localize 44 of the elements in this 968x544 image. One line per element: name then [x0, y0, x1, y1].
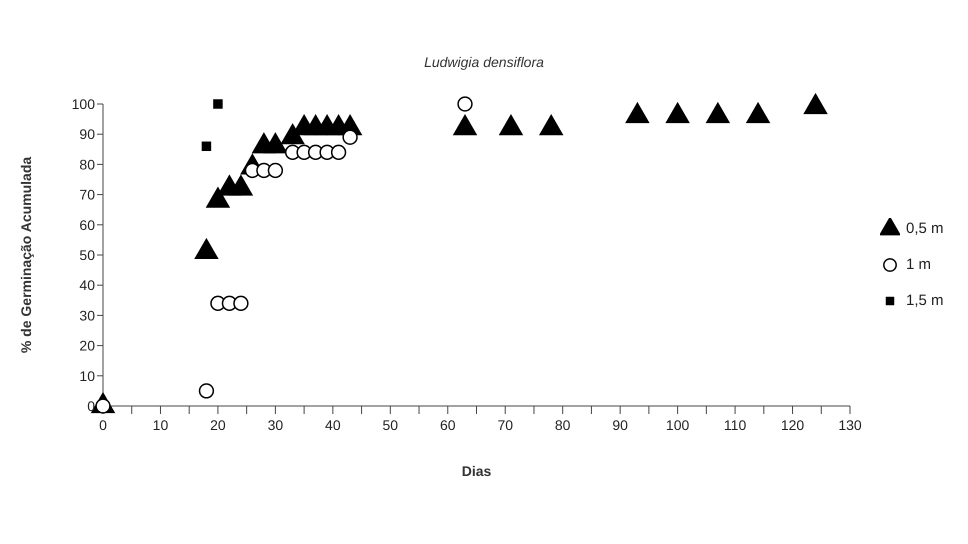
y-tick-label: 100	[72, 96, 96, 112]
point	[233, 296, 249, 311]
point	[706, 102, 730, 124]
x-tick-label: 90	[612, 416, 628, 433]
x-tick-label: 100	[666, 416, 690, 433]
y-tick-label: 80	[79, 156, 96, 172]
y-tick-label: 70	[79, 186, 96, 203]
x-tick-label: 10	[152, 416, 168, 433]
x-tick-label: 70	[497, 416, 514, 433]
y-tick-label: 90	[79, 126, 96, 142]
chart-title: Ludwigia densiflora	[423, 54, 545, 70]
x-tick-label: 110	[724, 416, 746, 433]
y-tick-label: 40	[79, 277, 96, 294]
point	[206, 186, 230, 208]
x-tick-label: 30	[268, 416, 284, 433]
point	[803, 92, 828, 114]
y-tick-label: 10	[79, 368, 96, 384]
legend-label: 0,5 m	[906, 220, 944, 236]
point	[665, 102, 690, 124]
y-axis-title: % de Germinação Acumulada	[18, 156, 34, 354]
point	[625, 102, 650, 124]
point	[746, 102, 770, 124]
point	[228, 174, 254, 196]
point	[198, 383, 214, 399]
y-tick-label: 60	[79, 216, 96, 233]
y-tick-label: 0	[87, 398, 96, 414]
x-tick-label: 80	[554, 416, 571, 433]
y-tick-label: 50	[79, 246, 96, 263]
x-tick-label: 50	[382, 416, 398, 433]
x-axis-title: Dias	[462, 463, 492, 479]
point	[498, 114, 524, 136]
x-tick-label: 0	[99, 416, 108, 433]
x-tick-label: 40	[325, 416, 341, 433]
legend-label: 1,5 m	[906, 292, 944, 308]
x-tick-label: 130	[838, 416, 862, 433]
legend-label: 1 m	[906, 256, 932, 272]
x-tick-label: 20	[210, 416, 226, 433]
point	[452, 114, 478, 136]
y-tick-label: 30	[79, 307, 96, 324]
y-tick-label: 20	[79, 338, 96, 354]
point	[280, 123, 305, 144]
x-tick-label: 120	[780, 416, 804, 433]
x-tick-label: 60	[440, 416, 456, 433]
point	[538, 114, 564, 136]
